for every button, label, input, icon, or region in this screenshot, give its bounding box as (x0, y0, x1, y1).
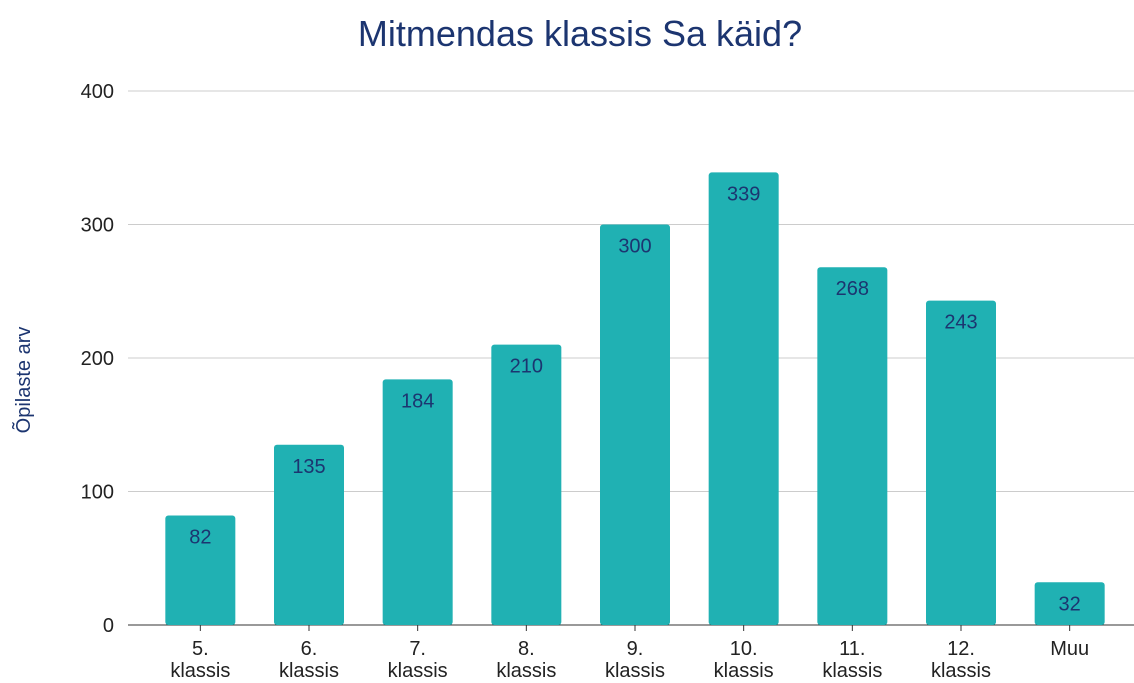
y-tick-label: 100 (81, 482, 114, 504)
x-tick-label: 9. klassis (605, 638, 665, 682)
x-tick-label: Muu (1050, 638, 1089, 660)
bar (382, 379, 453, 625)
value-label: 300 (618, 236, 651, 258)
bar (708, 172, 779, 625)
bar (817, 267, 888, 625)
chart-title: Mitmendas klassis Sa käid? (358, 13, 802, 54)
value-label: 184 (401, 390, 434, 412)
y-tick-label: 400 (81, 81, 114, 103)
value-label: 210 (510, 356, 543, 378)
bar (926, 300, 996, 625)
bar (491, 344, 562, 625)
x-tick-label: 7. klassis (388, 638, 448, 682)
bar (274, 444, 344, 625)
x-tick-label: 10. klassis (714, 638, 774, 682)
x-tick-label: 6. klassis (279, 638, 339, 682)
bar (1034, 582, 1105, 625)
value-label: 135 (292, 456, 325, 478)
value-label: 339 (727, 183, 760, 205)
x-tick-label: 8. klassis (496, 638, 556, 682)
y-tick-label: 300 (81, 215, 114, 237)
x-tick-label: 5. klassis (170, 638, 230, 682)
x-tick-label: 11. klassis (822, 638, 882, 682)
bar (165, 515, 236, 625)
y-tick-label: 0 (103, 615, 114, 637)
value-label: 32 (1059, 593, 1081, 615)
y-tick-label: 200 (81, 348, 114, 370)
x-tick-label: 12. klassis (931, 638, 991, 682)
bar (600, 224, 670, 625)
value-label: 243 (944, 312, 977, 334)
value-label: 82 (189, 527, 211, 549)
value-label: 268 (836, 278, 869, 300)
y-axis-title: Õpilaste arv (11, 327, 35, 434)
